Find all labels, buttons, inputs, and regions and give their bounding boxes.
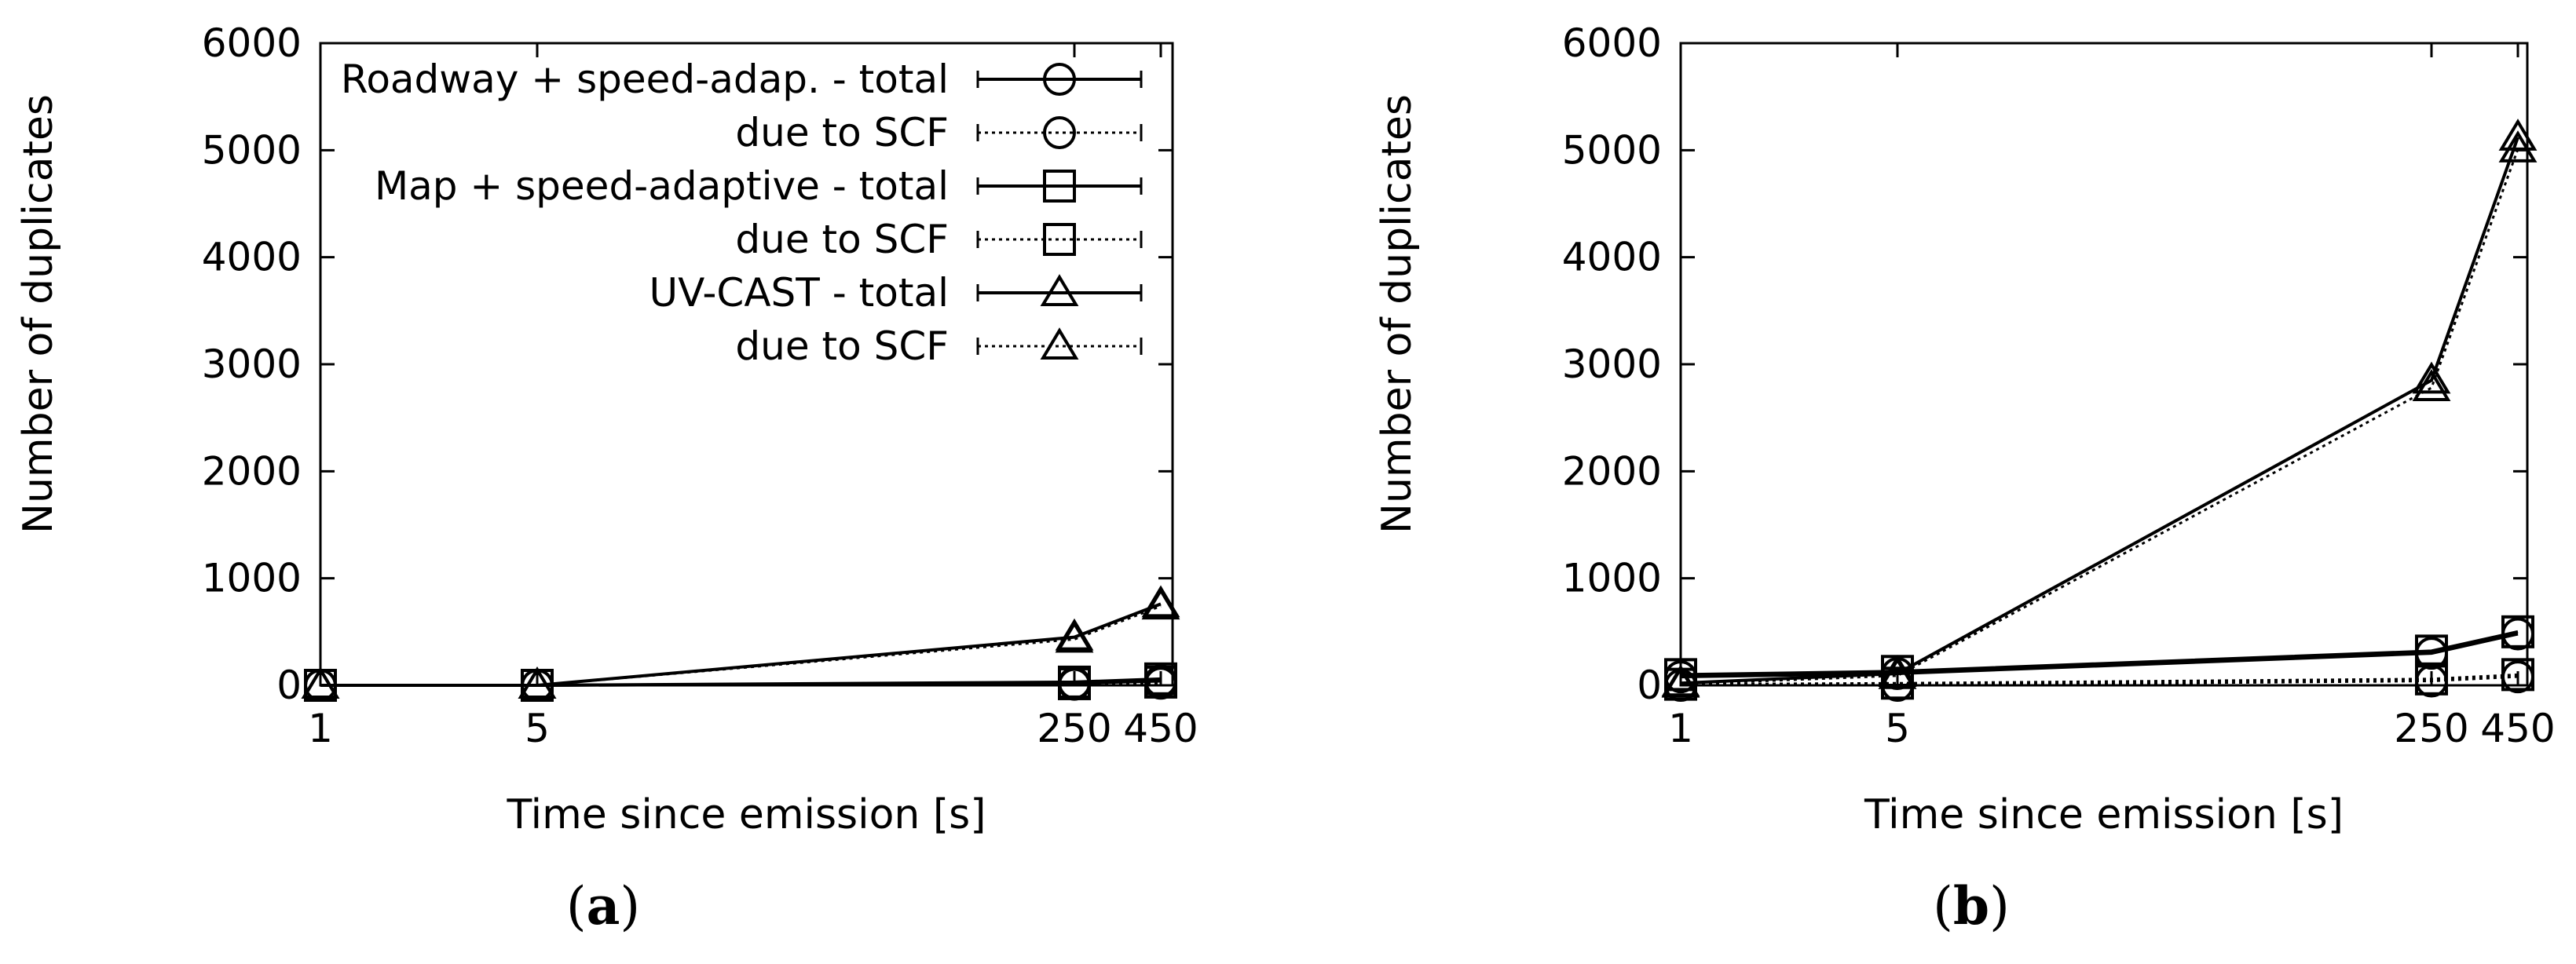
y-tick-label: 3000 (202, 341, 302, 387)
data-point-square (1058, 666, 1091, 700)
series-line-circle-solid (1680, 632, 2519, 679)
panel-label-part: ( (566, 876, 587, 937)
x-tick-label: 5 (525, 706, 550, 751)
y-tick-label: 0 (276, 663, 302, 708)
data-point-square (2501, 615, 2534, 648)
data-point-square (2415, 634, 2448, 668)
data-point-triangle (2498, 130, 2538, 162)
legend-marker-triangle (1040, 327, 1079, 360)
legend-marker-square (1043, 170, 1076, 203)
legend-marker-circle (1043, 63, 1076, 96)
y-tick-label: 5000 (202, 127, 302, 173)
data-point-triangle (2498, 119, 2538, 151)
data-point-triangle (2412, 369, 2451, 401)
plot-frame (1679, 42, 2529, 687)
y-tick-label: 6000 (202, 20, 302, 66)
series-line-triangle-solid (320, 602, 1162, 687)
data-point-triangle (301, 666, 340, 699)
x-tick-label: 250 (2394, 706, 2468, 751)
x-tick-label: 1 (308, 706, 333, 751)
series-line-circle-dotted (1681, 675, 2519, 687)
series-line-triangle-dotted (320, 604, 1162, 687)
panel-label-part: b (1953, 875, 1989, 937)
y-tick-label: 0 (1637, 663, 1662, 708)
legend-label: due to SCF (735, 217, 949, 262)
y-tick-label: 4000 (1562, 235, 1662, 280)
panel-label-part: ( (1933, 876, 1953, 937)
data-point-triangle (1878, 656, 1917, 689)
legend-marker-square (1043, 223, 1076, 256)
y-tick-label: 4000 (202, 235, 302, 280)
chart-a: 0 1000 2000 3000 4000 5000 6000 1 5 250 450 Number … (15, 20, 1198, 937)
panel-label: (b) (1933, 875, 2010, 937)
x-axis-label: Time since emission [s] (1864, 791, 2344, 838)
legend-label: UV-CAST - total (649, 270, 949, 316)
y-tick-label: 3000 (1562, 341, 1662, 387)
legend-marker-circle (1043, 116, 1076, 149)
y-tick-label: 6000 (1562, 20, 1662, 66)
y-axis-label: Number of duplicates (15, 94, 62, 534)
x-tick-label: 5 (1885, 706, 1910, 751)
x-tick-label: 250 (1037, 706, 1111, 751)
y-tick-label: 2000 (202, 448, 302, 494)
legend-label: Roadway + speed-adap. - total (341, 57, 949, 102)
y-tick-label: 2000 (1562, 448, 1662, 494)
series-line-square-solid (1680, 630, 2519, 677)
series-line-triangle-solid (1680, 137, 2519, 685)
chart-b: 0 1000 2000 3000 4000 5000 6000 1 5 250 450 Number … (1374, 20, 2556, 937)
legend-label: Map + speed-adaptive - total (375, 163, 949, 209)
legend-label: due to SCF (735, 323, 949, 369)
series-line-triangle-dotted (1680, 148, 2519, 686)
y-tick-label: 1000 (1562, 556, 1662, 601)
x-tick-label: 450 (2480, 706, 2555, 751)
y-tick-label: 1000 (202, 556, 302, 601)
panel-label-part: a (587, 875, 620, 937)
legend: Roadway + speed-adap. - total due to SCF M… (341, 57, 1143, 369)
y-tick-label: 5000 (1562, 127, 1662, 173)
panel-label: (a) (566, 875, 640, 937)
data-point-square (2501, 658, 2534, 692)
data-point-triangle (1055, 620, 1094, 653)
data-point-triangle (1141, 587, 1180, 620)
panel-label-part: ) (620, 876, 640, 937)
data-point-triangle (1661, 665, 1700, 698)
x-tick-label: 450 (1123, 706, 1198, 751)
data-point-square (2415, 662, 2448, 696)
series-line-square-dotted (1680, 673, 2519, 686)
legend-marker-triangle (1040, 274, 1079, 306)
x-axis-label: Time since emission [s] (506, 791, 986, 838)
data-point-triangle (518, 666, 557, 699)
y-axis-label: Number of duplicates (1374, 94, 1421, 534)
x-tick-label: 1 (1668, 706, 1693, 751)
panel-label-part: ) (1989, 876, 2010, 937)
data-point-triangle (2412, 361, 2451, 394)
data-point-square (1144, 665, 1177, 699)
legend-label: due to SCF (735, 110, 949, 155)
